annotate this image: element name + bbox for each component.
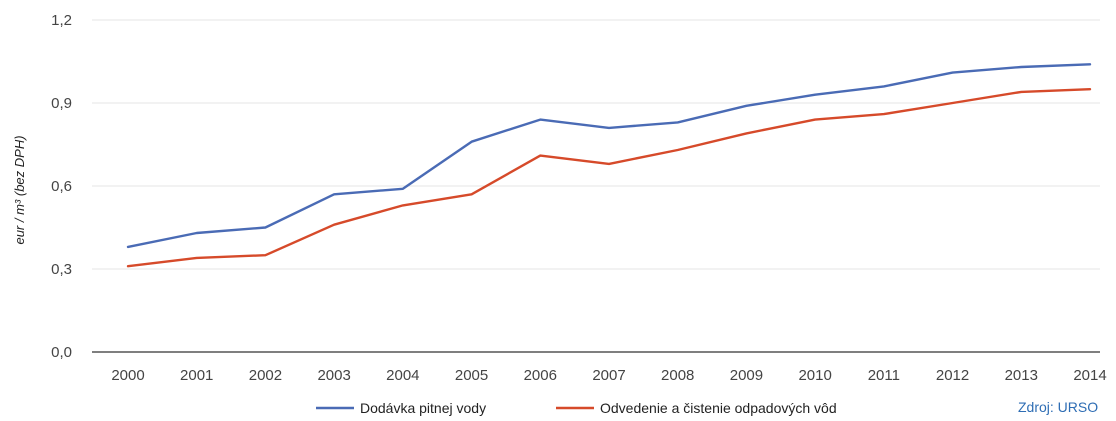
x-tick-label: 2003: [317, 367, 350, 384]
x-tick-label: 2009: [730, 367, 763, 384]
x-tick-label: 2002: [249, 367, 282, 384]
x-tick-label: 2011: [868, 367, 900, 384]
y-tick-label: 0,3: [51, 261, 72, 278]
series-line-1: [126, 63, 1092, 249]
y-axis-label: eur / m³ (bez DPH): [12, 135, 27, 244]
y-tick-label: 0,6: [51, 178, 72, 195]
x-tick-label: 2001: [180, 367, 213, 384]
x-tick-label: 2010: [798, 367, 831, 384]
y-tick-label: 1,2: [51, 12, 72, 29]
x-tick-label: 2008: [661, 367, 694, 384]
axis-layer: 0,0 0,3 0,6 0,9 1,2 2000 2001 2002 2003 2004 2005 2…: [51, 12, 1107, 384]
x-tick-label: 2007: [592, 367, 625, 384]
series-line-2: [126, 87, 1092, 268]
legend-item-1: Dodávka pitnej vody: [316, 400, 486, 416]
legend-label: Odvedenie a čistenie odpadových vôd: [600, 400, 837, 416]
source-label: Zdroj: URSO: [1018, 399, 1098, 415]
x-tick-label: 2013: [1005, 367, 1038, 384]
series-layer: [126, 63, 1092, 268]
legend-label: Dodávka pitnej vody: [360, 400, 486, 416]
x-tick-label: 2000: [111, 367, 144, 384]
x-tick-label: 2005: [455, 367, 488, 384]
x-tick-label: 2014: [1073, 367, 1106, 384]
y-tick-label: 0,0: [51, 344, 72, 361]
legend: Dodávka pitnej vody Odvedenie a čistenie …: [316, 400, 837, 416]
x-tick-label: 2004: [386, 367, 419, 384]
x-tick-label: 2012: [936, 367, 969, 384]
y-tick-label: 0,9: [51, 95, 72, 112]
legend-item-2: Odvedenie a čistenie odpadových vôd: [556, 400, 837, 416]
x-tick-label: 2006: [524, 367, 557, 384]
grid-layer: [92, 19, 1100, 270]
